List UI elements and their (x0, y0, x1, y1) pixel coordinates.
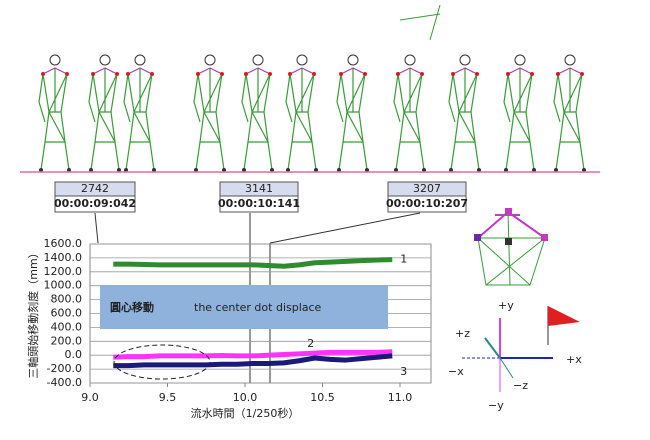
series-line (113, 349, 393, 360)
y-axis-label: 三軸頭始移動刻度（mm） (26, 247, 40, 378)
y-tick-label: 800.0 (51, 293, 83, 306)
callout-frame: 3207 (413, 182, 441, 195)
y-tick-label: 400.0 (51, 320, 83, 333)
series-label: 1 (400, 253, 407, 266)
y-tick-label: -400.0 (47, 376, 82, 389)
y-tick-label: 0.0 (65, 348, 83, 361)
annotation-title: 圓心移動 (110, 300, 154, 314)
x-tick-label: 11.0 (388, 391, 413, 404)
axis-label: +x (566, 353, 582, 366)
y-tick-label: 1600.0 (44, 237, 83, 250)
x-tick-label: 9.0 (81, 391, 99, 404)
skeleton-sequence (20, 4, 600, 173)
axis-label: −y (488, 399, 504, 412)
axis-label: −x (448, 365, 464, 378)
callout-time: 00:00:09:042 (54, 197, 136, 210)
annotation: 圓心移動 the center dot displace (100, 285, 388, 380)
x-axis-label: 流水時間（1/250秒） (191, 406, 300, 420)
series-label: 2 (307, 337, 314, 350)
x-tick-label: 10.5 (310, 391, 335, 404)
y-tick-label: 200.0 (51, 334, 83, 347)
series-line (113, 257, 393, 269)
axis-label: +y (498, 299, 514, 312)
x-tick-label: 10.0 (233, 391, 258, 404)
x-tick-label: 9.5 (159, 391, 177, 404)
annotation-text: the center dot displace (194, 301, 322, 314)
series-line (113, 353, 393, 369)
y-tick-label: 1000.0 (44, 279, 83, 292)
y-tick-label: 600.0 (51, 307, 83, 320)
axes-diagram: +y +z +x −x −z −y (448, 299, 582, 412)
y-tick-label: 1200.0 (44, 265, 83, 278)
callout-time: 00:00:10:141 (218, 197, 300, 210)
series-label: 3 (400, 365, 407, 378)
callout-frame: 2742 (81, 182, 109, 195)
y-tick-label: -200.0 (47, 362, 82, 375)
axis-label: −z (513, 379, 528, 392)
y-tick-label: 1400.0 (44, 251, 83, 264)
callout-frame: 3141 (245, 182, 273, 195)
axis-label: +z (455, 327, 470, 340)
callouts: 2742 00:00:09:042 3141 00:00:10:141 3207… (54, 181, 468, 383)
callout-time: 00:00:10:207 (386, 197, 468, 210)
body-diagram (474, 208, 548, 286)
